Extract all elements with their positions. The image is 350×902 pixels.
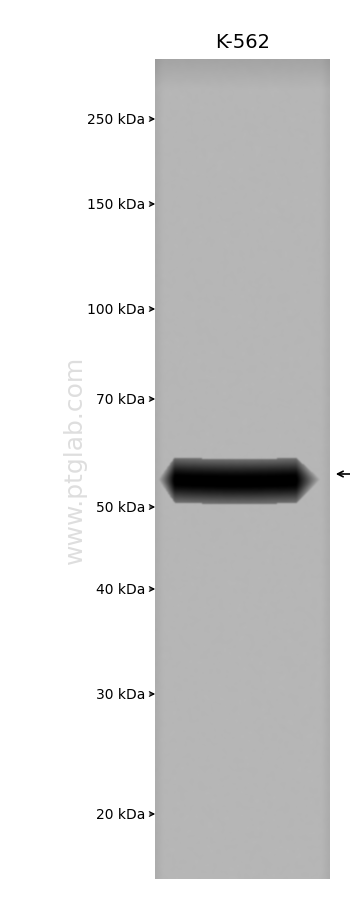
Text: 70 kDa: 70 kDa xyxy=(96,392,145,407)
Text: www.ptglab.com: www.ptglab.com xyxy=(63,355,87,564)
Text: K-562: K-562 xyxy=(215,32,270,51)
Text: 100 kDa: 100 kDa xyxy=(87,303,145,317)
Text: 20 kDa: 20 kDa xyxy=(96,807,145,821)
Text: 150 kDa: 150 kDa xyxy=(87,198,145,212)
Text: 50 kDa: 50 kDa xyxy=(96,501,145,514)
Text: 250 kDa: 250 kDa xyxy=(87,113,145,127)
Text: 30 kDa: 30 kDa xyxy=(96,687,145,701)
Text: 40 kDa: 40 kDa xyxy=(96,583,145,596)
